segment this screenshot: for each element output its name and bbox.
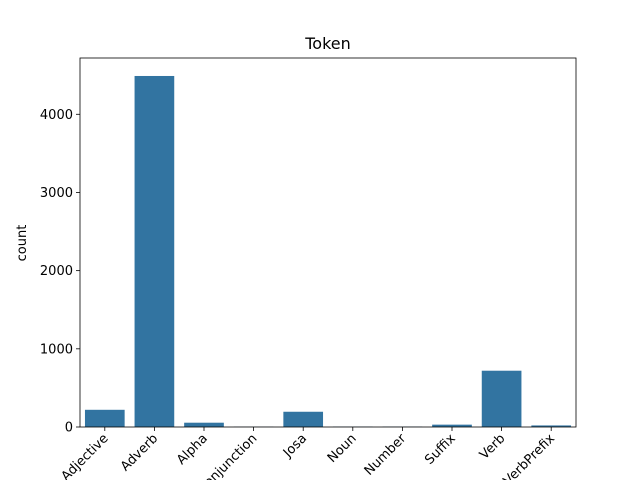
y-tick-label: 2000 [40, 264, 73, 279]
bar-verb [481, 370, 522, 427]
x-tick-label: Verb [477, 431, 508, 462]
plot-frame [79, 57, 577, 428]
x-tick-label: Number [362, 431, 410, 479]
x-tick-label: Alpha [174, 431, 211, 468]
x-tick-label: Adjective [59, 431, 112, 480]
x-tick-label: VerbPrefix [501, 431, 559, 480]
y-tick-label: 0 [65, 421, 73, 436]
x-tick-label: Adverb [118, 431, 161, 474]
bar-verbprefix [531, 425, 572, 427]
y-ticks-group: 0 1000 2000 3000 4000 [40, 108, 80, 436]
x-tick-label: Noun [325, 431, 360, 466]
chart-title: Token [304, 34, 351, 53]
bar-adjective [84, 409, 125, 427]
x-tick-label: Suffix [422, 431, 459, 468]
bars-group [84, 75, 572, 428]
bar-josa [283, 411, 324, 427]
y-tick-label: 1000 [40, 342, 73, 357]
bar-suffix [432, 424, 472, 427]
bar-adverb [134, 75, 175, 428]
y-axis-label: count [15, 225, 30, 262]
y-tick-label: 4000 [40, 108, 73, 123]
bar-alpha [184, 422, 224, 427]
y-tick-label: 3000 [40, 186, 73, 201]
x-tick-label: Josa [280, 431, 310, 461]
